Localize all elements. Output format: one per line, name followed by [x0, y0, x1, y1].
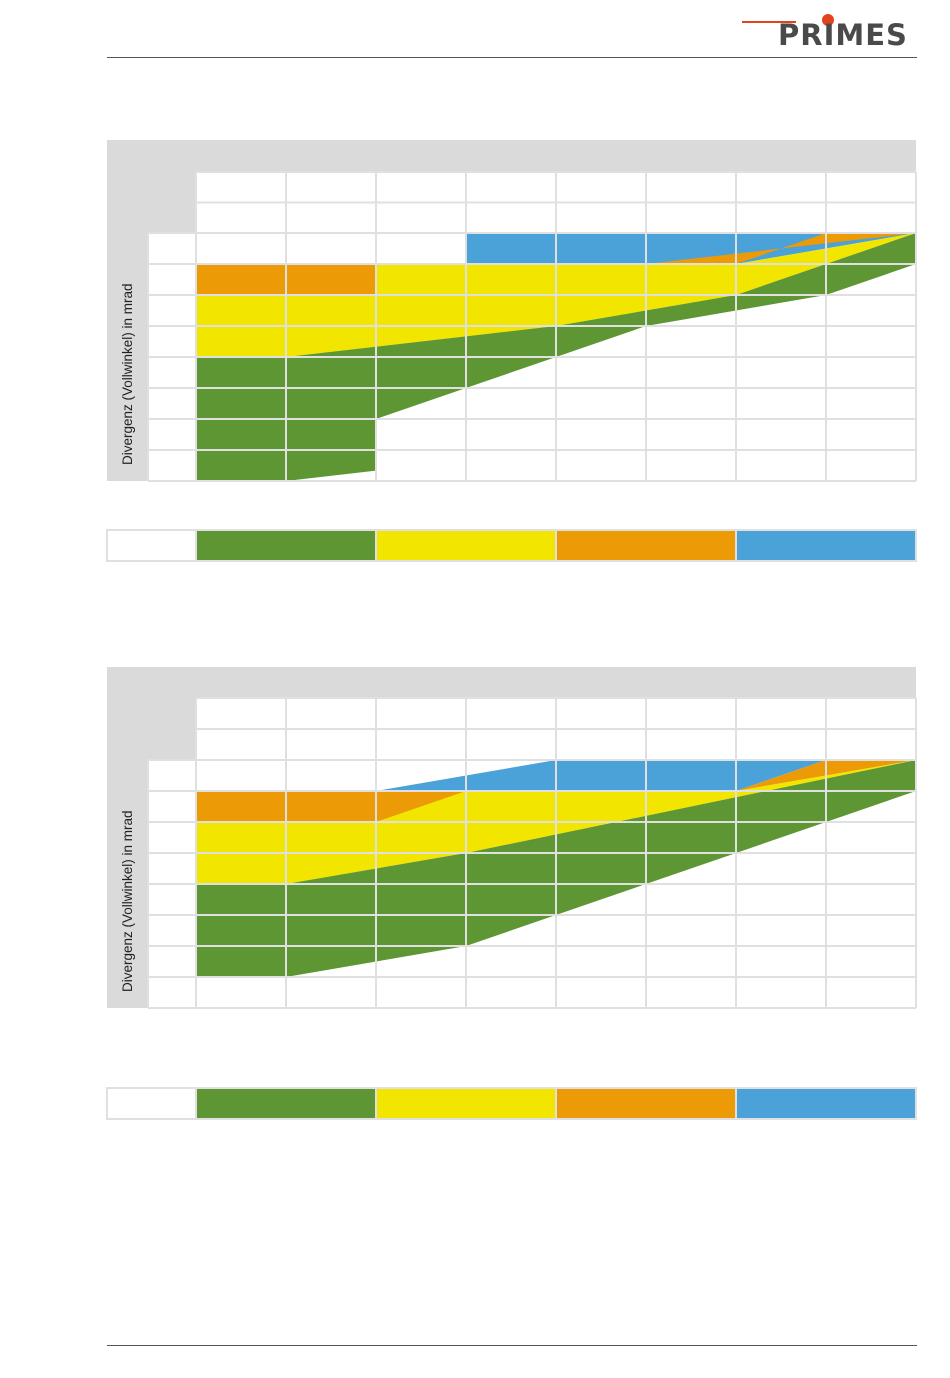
table-header-bar	[107, 140, 916, 172]
corner-block	[148, 698, 196, 760]
legend-swatch-orange	[555, 529, 737, 562]
primes-logo: PRIMES	[742, 14, 920, 54]
footer-rule	[107, 1345, 917, 1346]
legend-swatch-blue	[735, 1087, 917, 1120]
logo-accent-line	[742, 21, 796, 23]
legend-swatch-blue	[735, 529, 917, 562]
header-rule	[107, 57, 917, 58]
y-axis-label-chart-2: Divergenz (Vollwinkel) in mrad	[120, 810, 135, 992]
y-axis-label-chart-1: Divergenz (Vollwinkel) in mrad	[120, 283, 135, 465]
legend-swatch-yellow	[375, 529, 557, 562]
corner-block	[148, 172, 196, 233]
legend-label-cell	[106, 1087, 197, 1120]
legend-swatch-green	[195, 529, 377, 562]
logo-wordmark: PRIMES	[778, 18, 908, 52]
table-header-bar	[107, 667, 916, 698]
legend-swatch-yellow	[375, 1087, 557, 1120]
legend-swatch-green	[195, 1087, 377, 1120]
logo-dot	[822, 14, 834, 26]
legend-swatch-orange	[555, 1087, 737, 1120]
legend-label-cell	[106, 529, 197, 562]
y-label-column	[107, 667, 148, 1008]
y-label-column	[107, 140, 148, 481]
